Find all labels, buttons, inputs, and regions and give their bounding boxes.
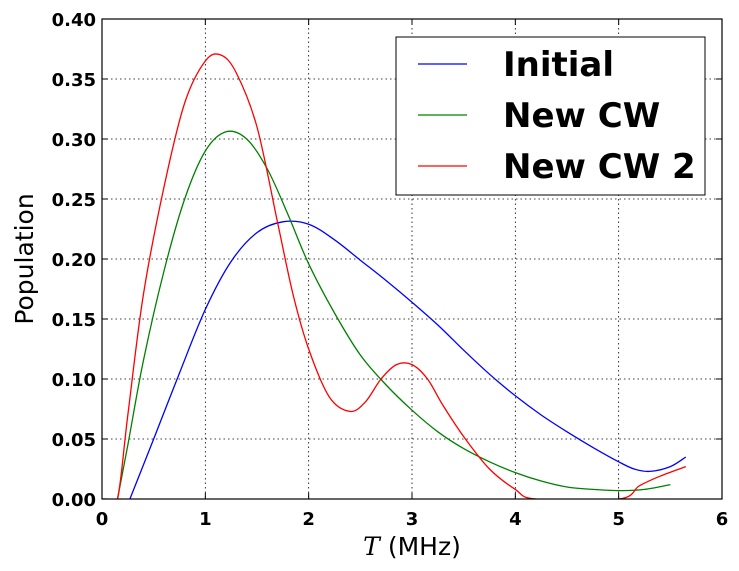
x-tick-label: 6 xyxy=(716,509,729,530)
y-tick-label: 0.25 xyxy=(52,190,96,211)
y-axis-label: Population xyxy=(10,193,39,324)
axis-ticks: 0 1 2 3 4 5 6 0.00 0.05 0.10 0.15 0.20 0.25 0.30 0.35 0… xyxy=(52,10,729,530)
y-tick-label: 0.10 xyxy=(52,370,96,391)
y-tick-label: 0.40 xyxy=(52,10,96,31)
y-tick-label: 0.35 xyxy=(52,70,96,91)
x-axis-unit: (MHz) xyxy=(388,532,461,561)
legend-label: New CW 2 xyxy=(503,147,696,187)
series-line-1 xyxy=(129,220,687,499)
series-line-2 xyxy=(116,130,671,499)
y-tick-label: 0.20 xyxy=(52,250,96,271)
x-tick-label: 0 xyxy=(96,509,109,530)
y-tick-label: 0.00 xyxy=(52,490,96,511)
x-tick-label: 3 xyxy=(406,509,419,530)
y-tick-label: 0.05 xyxy=(52,430,96,451)
x-tick-label: 5 xyxy=(612,509,625,530)
legend-label: New CW xyxy=(503,96,660,136)
series-layer xyxy=(102,53,687,499)
legend: Initial New CW New CW 2 xyxy=(395,36,706,196)
x-tick-label: 4 xyxy=(509,509,522,530)
x-tick-label: 1 xyxy=(199,509,212,530)
x-axis-symbol: T xyxy=(363,532,382,561)
x-tick-label: 2 xyxy=(302,509,315,530)
x-axis-label: T (MHz) xyxy=(363,532,461,561)
y-tick-label: 0.30 xyxy=(52,130,96,151)
series-line-3 xyxy=(102,53,687,499)
legend-label: Initial xyxy=(503,45,614,85)
y-tick-label: 0.15 xyxy=(52,310,96,331)
grid-lines xyxy=(102,19,722,499)
legend-box xyxy=(395,36,706,196)
